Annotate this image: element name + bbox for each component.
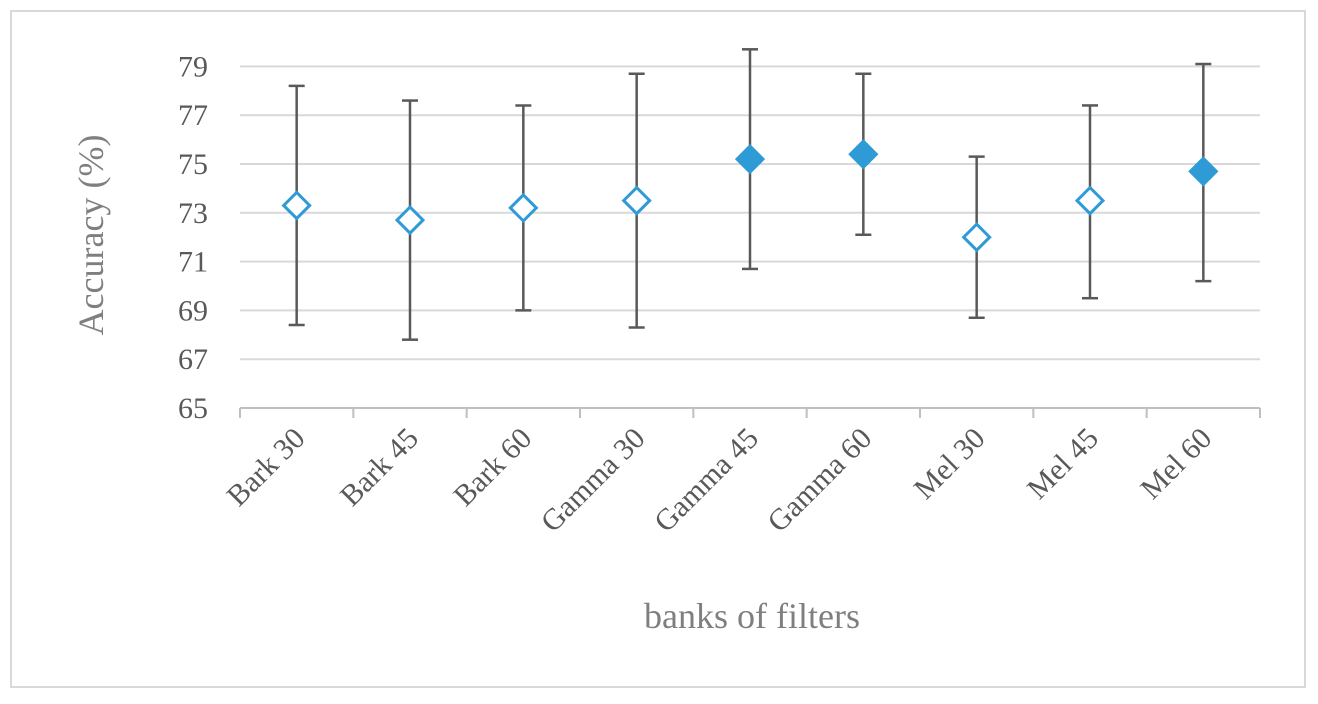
- data-point-open: [508, 192, 539, 224]
- x-tick-label: Mel 60: [1134, 422, 1218, 506]
- y-tick-label: 73: [178, 197, 208, 230]
- x-tick-label: Gamma 30: [535, 422, 652, 539]
- data-point-open: [1074, 185, 1106, 216]
- data-markers: [281, 139, 1219, 253]
- x-tick-label: Gamma 60: [761, 422, 878, 539]
- x-axis: [239, 407, 1261, 418]
- data-point-filled: [848, 139, 879, 170]
- x-tick-label: Mel 45: [1021, 422, 1105, 506]
- y-tick-label: 75: [178, 148, 208, 181]
- y-tick-label: 69: [178, 294, 208, 327]
- x-tick-label: Bark 30: [221, 422, 312, 513]
- data-point-open: [394, 204, 426, 236]
- data-point-open: [621, 185, 652, 216]
- x-axis-title: banks of filters: [644, 596, 860, 636]
- error-bars: [288, 48, 1212, 341]
- y-tick-label: 67: [178, 343, 208, 376]
- y-tick-label: 79: [178, 50, 208, 83]
- data-point-filled: [1188, 156, 1219, 187]
- data-point-open: [281, 190, 312, 221]
- x-tick-label: Bark 60: [447, 422, 538, 513]
- y-tick-label: 71: [178, 246, 208, 279]
- data-point-open: [961, 222, 992, 253]
- y-axis-title: Accuracy (%): [71, 135, 111, 336]
- y-tick-label: 77: [178, 99, 208, 132]
- x-tick-label: Bark 45: [334, 422, 425, 513]
- x-tick-label: Mel 30: [908, 422, 992, 506]
- y-tick-label: 65: [178, 392, 208, 425]
- x-tick-label: Gamma 45: [648, 422, 765, 539]
- data-point-filled: [734, 143, 766, 175]
- y-tick-labels: 65 67 69 71 73 75 77 79: [178, 50, 208, 425]
